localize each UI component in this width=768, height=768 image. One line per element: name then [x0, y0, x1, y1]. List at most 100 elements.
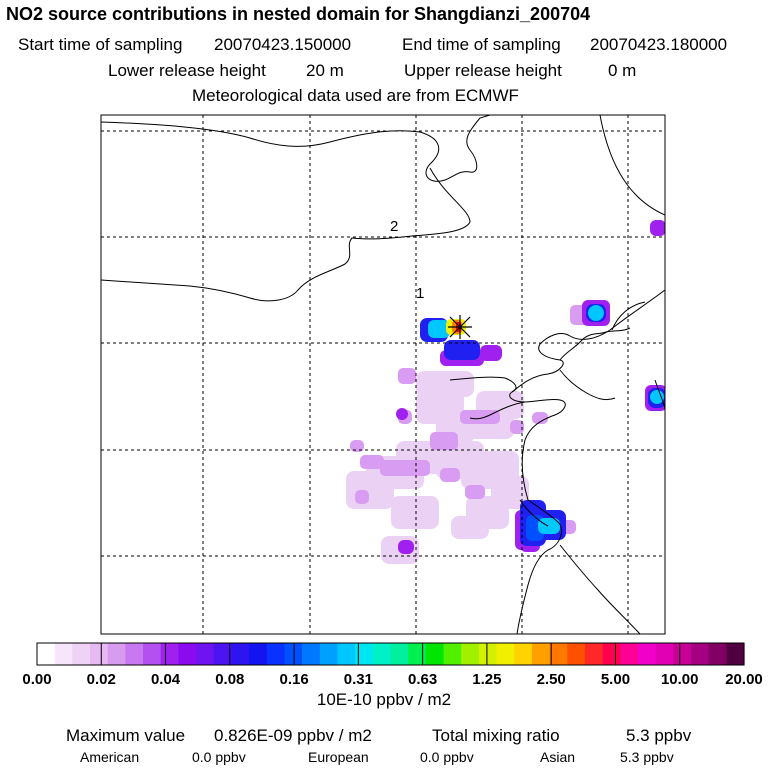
- plume-cell: [360, 455, 384, 469]
- colorbar-swatch: [196, 643, 215, 665]
- american-value: 0.0 ppbv: [192, 749, 246, 765]
- plume-cell: [538, 518, 560, 534]
- colorbar-swatch: [673, 643, 692, 665]
- colorbar-swatch: [443, 643, 462, 665]
- colorbar-swatch: [690, 643, 710, 665]
- plume-cell: [428, 320, 450, 338]
- met-data-note: Meteorological data used are from ECMWF: [192, 86, 519, 105]
- colorbar-swatch: [90, 643, 109, 665]
- plume-layer: [346, 220, 665, 564]
- colorbar-tick-label: 0.16: [279, 671, 308, 688]
- map-frame: [100, 114, 666, 635]
- colorbar-swatch: [584, 643, 604, 665]
- colorbar-tick-labels: 0.00 0.02 0.04 0.08 0.16 0.31 0.63 1.25 2.50 5.00…: [22, 643, 763, 688]
- colorbar-swatches: [37, 643, 745, 665]
- plume-cell: [416, 371, 474, 397]
- colorbar-swatch: [266, 643, 286, 665]
- lower-height-label: Lower release height: [108, 61, 266, 80]
- colorbar-swatch: [478, 643, 498, 665]
- plume-cell: [650, 220, 665, 236]
- colorbar-swatch: [337, 643, 356, 665]
- plume-cell: [460, 410, 500, 424]
- asian-value: 5.3 ppbv: [620, 749, 674, 765]
- plume-cell: [440, 468, 460, 482]
- colorbar-swatch: [408, 643, 427, 665]
- total-mixing-label: Total mixing ratio: [432, 726, 560, 745]
- colorbar-swatch: [355, 643, 374, 665]
- american-label: American: [80, 749, 140, 765]
- colorbar-swatch: [125, 643, 144, 665]
- colorbar-swatch: [231, 643, 250, 665]
- european-label: European: [308, 749, 369, 765]
- european-value: 0.0 ppbv: [420, 749, 474, 765]
- colorbar-swatch: [390, 643, 409, 665]
- colorbar-swatch: [143, 643, 162, 665]
- colorbar-tick-label: 0.04: [151, 671, 181, 688]
- plume-cell: [480, 345, 502, 361]
- colorbar-swatch: [496, 643, 515, 665]
- plume-cell: [380, 460, 430, 476]
- colorbar-tick-label: 0.02: [87, 671, 116, 688]
- colorbar-swatch: [213, 643, 233, 665]
- colorbar-tick-label: 0.31: [344, 671, 373, 688]
- colorbar-swatch: [249, 643, 268, 665]
- colorbar-tick-label: 2.50: [537, 671, 566, 688]
- plume-cell: [391, 496, 439, 529]
- colorbar-swatch: [425, 643, 445, 665]
- asian-label: Asian: [540, 749, 576, 765]
- plume-cell: [465, 485, 485, 499]
- plume-cell: [588, 305, 604, 321]
- colorbar-swatch: [461, 643, 480, 665]
- plume-cell: [355, 490, 369, 504]
- end-time-value: 20070423.180000: [590, 35, 728, 54]
- colorbar-units: 10E-10 ppbv / m2: [316, 690, 452, 709]
- start-time-label: Start time of sampling: [18, 35, 183, 54]
- colorbar-swatch: [302, 643, 321, 665]
- plume-cell: [350, 440, 364, 452]
- page-title: NO2 source contributions in nested domai…: [6, 4, 591, 24]
- colorbar-swatch: [602, 643, 621, 665]
- colorbar-tick-label: 10.00: [661, 671, 699, 688]
- colorbar-swatch: [72, 643, 91, 665]
- colorbar-swatch: [107, 643, 126, 665]
- colorbar-swatch: [372, 643, 392, 665]
- plume-cell: [416, 391, 464, 424]
- plume-cell: [510, 420, 524, 434]
- colorbar-swatch: [549, 643, 568, 665]
- colorbar-swatch: [655, 643, 674, 665]
- total-mixing-value: 5.3 ppbv: [626, 726, 692, 745]
- lower-height-value: 20 m: [306, 61, 344, 80]
- colorbar-tick-label: 5.00: [601, 671, 630, 688]
- colorbar-swatch: [37, 643, 56, 665]
- colorbar-swatch: [708, 643, 727, 665]
- plume-cell: [532, 412, 548, 424]
- upper-height-label: Upper release height: [404, 61, 562, 80]
- colorbar-swatch: [514, 643, 533, 665]
- plume-cell: [430, 432, 458, 450]
- site-label-1: 1: [416, 285, 424, 302]
- colorbar-swatch: [54, 643, 73, 665]
- coastline: [101, 115, 665, 634]
- colorbar-swatch: [284, 643, 303, 665]
- plume-cell: [396, 408, 408, 420]
- colorbar-swatch: [531, 643, 551, 665]
- start-time-value: 20070423.150000: [214, 35, 352, 54]
- colorbar-tick-label: 0.08: [215, 671, 244, 688]
- upper-height-value: 0 m: [608, 61, 637, 80]
- colorbar-swatch: [726, 643, 745, 665]
- site-label-2: 2: [390, 218, 398, 235]
- colorbar-swatch: [319, 643, 339, 665]
- plume-cell: [444, 340, 480, 360]
- graticule: [101, 115, 665, 634]
- plume-cell: [491, 476, 529, 509]
- colorbar-swatch: [567, 643, 586, 665]
- end-time-label: End time of sampling: [402, 35, 561, 54]
- plume-cell: [398, 368, 416, 384]
- receptor-marker: [448, 315, 472, 339]
- max-value: 0.826E-09 ppbv / m2: [214, 726, 372, 745]
- colorbar-tick-label: 0.00: [22, 671, 51, 688]
- colorbar-tick-label: 20.00: [725, 671, 763, 688]
- plume-cell: [650, 390, 664, 404]
